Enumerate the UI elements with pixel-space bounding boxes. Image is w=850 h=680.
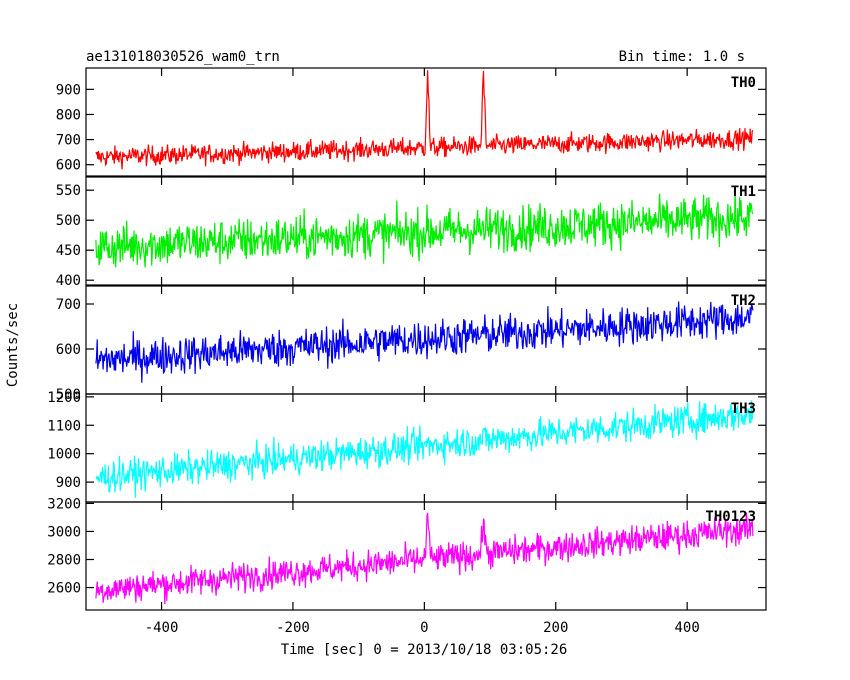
panel-frame: [85, 176, 767, 286]
series-th0: [95, 70, 754, 170]
y-tick-label: 2600: [47, 581, 81, 597]
panel-frame: [85, 501, 767, 611]
series-th3: [95, 400, 754, 498]
series-th2: [95, 301, 754, 383]
y-tick-label: 500: [56, 213, 81, 229]
y-tick-label: 400: [56, 273, 81, 289]
y-tick-label: 550: [56, 183, 81, 199]
x-tick-label: 400: [675, 620, 700, 636]
y-axis-label: Counts/sec: [5, 303, 21, 387]
x-axis-label: Time [sec] 0 = 2013/10/18 03:05:26: [281, 642, 568, 658]
chart-title: ae131018030526_wam0_trn: [86, 49, 280, 65]
y-tick-label: 900: [56, 82, 81, 98]
y-tick-label: 700: [56, 297, 81, 313]
panel-frame: [85, 393, 767, 503]
x-tick-label: 200: [543, 620, 568, 636]
panel-name-th1: TH1: [731, 184, 756, 200]
panel-name-th0123: TH0123: [705, 509, 756, 525]
y-tick-label: 1100: [47, 418, 81, 434]
panel-frame: [85, 67, 767, 177]
y-tick-label: 1000: [47, 447, 81, 463]
x-tick-label: -400: [145, 620, 179, 636]
y-tick-label: 700: [56, 133, 81, 149]
bin-time-label: Bin time: 1.0 s: [619, 49, 745, 65]
y-tick-label: 800: [56, 107, 81, 123]
y-tick-label: 450: [56, 243, 81, 259]
y-tick-label: 2800: [47, 553, 81, 569]
y-tick-label: 600: [56, 158, 81, 174]
y-tick-label: 600: [56, 342, 81, 358]
series-th0123: [95, 512, 754, 605]
panels-group: 600 700 800 900 TH0 400 450 500 550 TH1 500 600 700 T…: [47, 67, 767, 636]
x-tick-label: 0: [420, 620, 428, 636]
y-tick-label: 3200: [47, 496, 81, 512]
panel-name-th2: TH2: [731, 293, 756, 309]
panel-name-th0: TH0: [731, 75, 756, 91]
panel-name-th3: TH3: [731, 401, 756, 417]
y-tick-label: 900: [56, 475, 81, 491]
series-th1: [95, 186, 754, 268]
x-tick-label: -200: [276, 620, 310, 636]
y-tick-label: 3000: [47, 524, 81, 540]
y-tick-label: 500: [56, 387, 81, 403]
y-tick-label: 1200: [47, 390, 81, 406]
